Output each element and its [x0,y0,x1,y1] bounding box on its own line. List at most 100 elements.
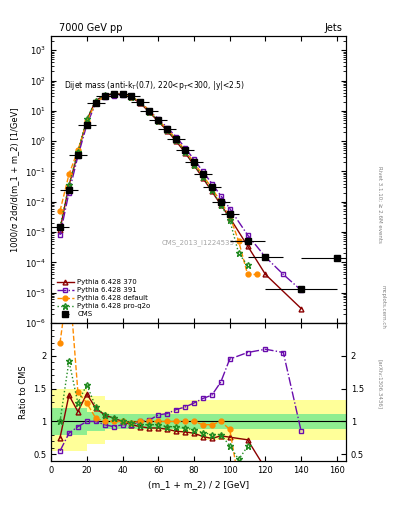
Pythia 6.428 pro-q2o [94,97,98,103]
Pythia 6.428 default [192,159,196,165]
Pythia 6.428 391 [156,116,161,122]
Pythia 6.428 pro-q2o [84,116,89,122]
Pythia 6.428 pro-q2o [174,137,178,143]
Text: Jets: Jets [324,23,342,33]
Pythia 6.428 370 [299,306,303,312]
Pythia 6.428 370 [120,91,125,97]
Pythia 6.428 370 [192,162,196,168]
Pythia 6.428 default [120,91,125,97]
Pythia 6.428 default [129,94,134,100]
Pythia 6.428 391 [200,168,205,175]
Line: Pythia 6.428 default: Pythia 6.428 default [58,92,259,277]
Text: CMS_2013_I1224539: CMS_2013_I1224539 [162,239,235,246]
Pythia 6.428 370 [75,150,80,156]
Pythia 6.428 pro-q2o [147,109,152,115]
Pythia 6.428 pro-q2o [183,148,187,155]
Pythia 6.428 pro-q2o [192,161,196,167]
Text: Dijet mass (anti-k$_T$(0.7), 220<p$_T$<300, |y|<2.5): Dijet mass (anti-k$_T$(0.7), 220<p$_T$<3… [64,79,244,92]
Pythia 6.428 391 [219,193,223,199]
Pythia 6.428 370 [111,91,116,97]
Pythia 6.428 370 [245,243,250,249]
Pythia 6.428 370 [84,117,89,123]
Pythia 6.428 pro-q2o [111,91,116,97]
Pythia 6.428 default [94,99,98,105]
Pythia 6.428 391 [192,156,196,162]
Pythia 6.428 pro-q2o [129,94,134,100]
Pythia 6.428 pro-q2o [165,127,169,133]
Pythia 6.428 391 [120,92,125,98]
Line: Pythia 6.428 391: Pythia 6.428 391 [58,93,304,293]
Pythia 6.428 391 [75,153,80,159]
X-axis label: (m_1 + m_2) / 2 [GeV]: (m_1 + m_2) / 2 [GeV] [148,480,249,489]
Pythia 6.428 391 [147,108,152,114]
Pythia 6.428 370 [165,127,169,134]
Pythia 6.428 370 [209,188,214,195]
Pythia 6.428 default [228,212,232,219]
Pythia 6.428 391 [263,254,268,260]
Pythia 6.428 391 [245,232,250,238]
Pythia 6.428 391 [299,287,303,293]
Pythia 6.428 default [254,271,259,278]
Pythia 6.428 370 [156,118,161,124]
Pythia 6.428 pro-q2o [120,91,125,97]
Text: Rivet 3.1.10; ≥ 2.6M events: Rivet 3.1.10; ≥ 2.6M events [377,166,382,243]
Pythia 6.428 370 [219,202,223,208]
Pythia 6.428 391 [228,205,232,211]
Pythia 6.428 370 [129,94,134,100]
Pythia 6.428 391 [209,180,214,186]
Pythia 6.428 default [236,238,241,244]
Pythia 6.428 default [138,99,143,105]
Pythia 6.428 370 [228,215,232,221]
Y-axis label: 1000/σ 2dσ/d(m_1 + m_2) [1/GeV]: 1000/σ 2dσ/d(m_1 + m_2) [1/GeV] [11,107,20,252]
Pythia 6.428 391 [66,189,71,196]
Pythia 6.428 391 [111,93,116,99]
Pythia 6.428 default [156,117,161,123]
Pythia 6.428 default [147,108,152,114]
Pythia 6.428 370 [66,182,71,188]
Pythia 6.428 391 [138,99,143,105]
Pythia 6.428 pro-q2o [209,187,214,194]
Legend: Pythia 6.428 370, Pythia 6.428 391, Pythia 6.428 default, Pythia 6.428 pro-q2o, : Pythia 6.428 370, Pythia 6.428 391, Pyth… [55,277,153,319]
Line: Pythia 6.428 370: Pythia 6.428 370 [58,91,304,311]
Pythia 6.428 370 [174,138,178,144]
Pythia 6.428 default [102,93,107,99]
Pythia 6.428 370 [147,109,152,115]
Pythia 6.428 pro-q2o [228,217,232,223]
Pythia 6.428 370 [58,227,62,233]
Pythia 6.428 370 [102,92,107,98]
Pythia 6.428 391 [84,122,89,128]
Pythia 6.428 default [209,185,214,191]
Pythia 6.428 pro-q2o [138,99,143,105]
Pythia 6.428 370 [94,97,98,103]
Pythia 6.428 default [84,118,89,124]
Pythia 6.428 pro-q2o [245,262,250,268]
Pythia 6.428 default [174,136,178,142]
Pythia 6.428 391 [174,134,178,140]
Text: [arXiv:1306.3436]: [arXiv:1306.3436] [377,359,382,409]
Pythia 6.428 pro-q2o [200,174,205,180]
Pythia 6.428 pro-q2o [156,117,161,123]
Y-axis label: Ratio to CMS: Ratio to CMS [18,365,28,419]
Pythia 6.428 default [219,199,223,205]
Pythia 6.428 pro-q2o [66,182,71,188]
Text: mcplots.cern.ch: mcplots.cern.ch [381,285,386,329]
Pythia 6.428 default [58,208,62,214]
Pythia 6.428 pro-q2o [75,148,80,155]
Pythia 6.428 default [245,271,250,278]
Pythia 6.428 391 [129,94,134,100]
Pythia 6.428 pro-q2o [236,250,241,257]
Pythia 6.428 pro-q2o [219,202,223,208]
Pythia 6.428 370 [263,271,268,278]
Pythia 6.428 default [111,91,116,97]
Pythia 6.428 default [183,147,187,154]
Pythia 6.428 391 [102,94,107,100]
Pythia 6.428 default [75,147,80,154]
Pythia 6.428 391 [281,271,286,278]
Pythia 6.428 370 [138,100,143,106]
Pythia 6.428 370 [183,150,187,156]
Pythia 6.428 391 [94,100,98,106]
Line: Pythia 6.428 pro-q2o: Pythia 6.428 pro-q2o [57,91,251,268]
Pythia 6.428 391 [165,124,169,131]
Pythia 6.428 391 [58,232,62,238]
Pythia 6.428 370 [200,175,205,181]
